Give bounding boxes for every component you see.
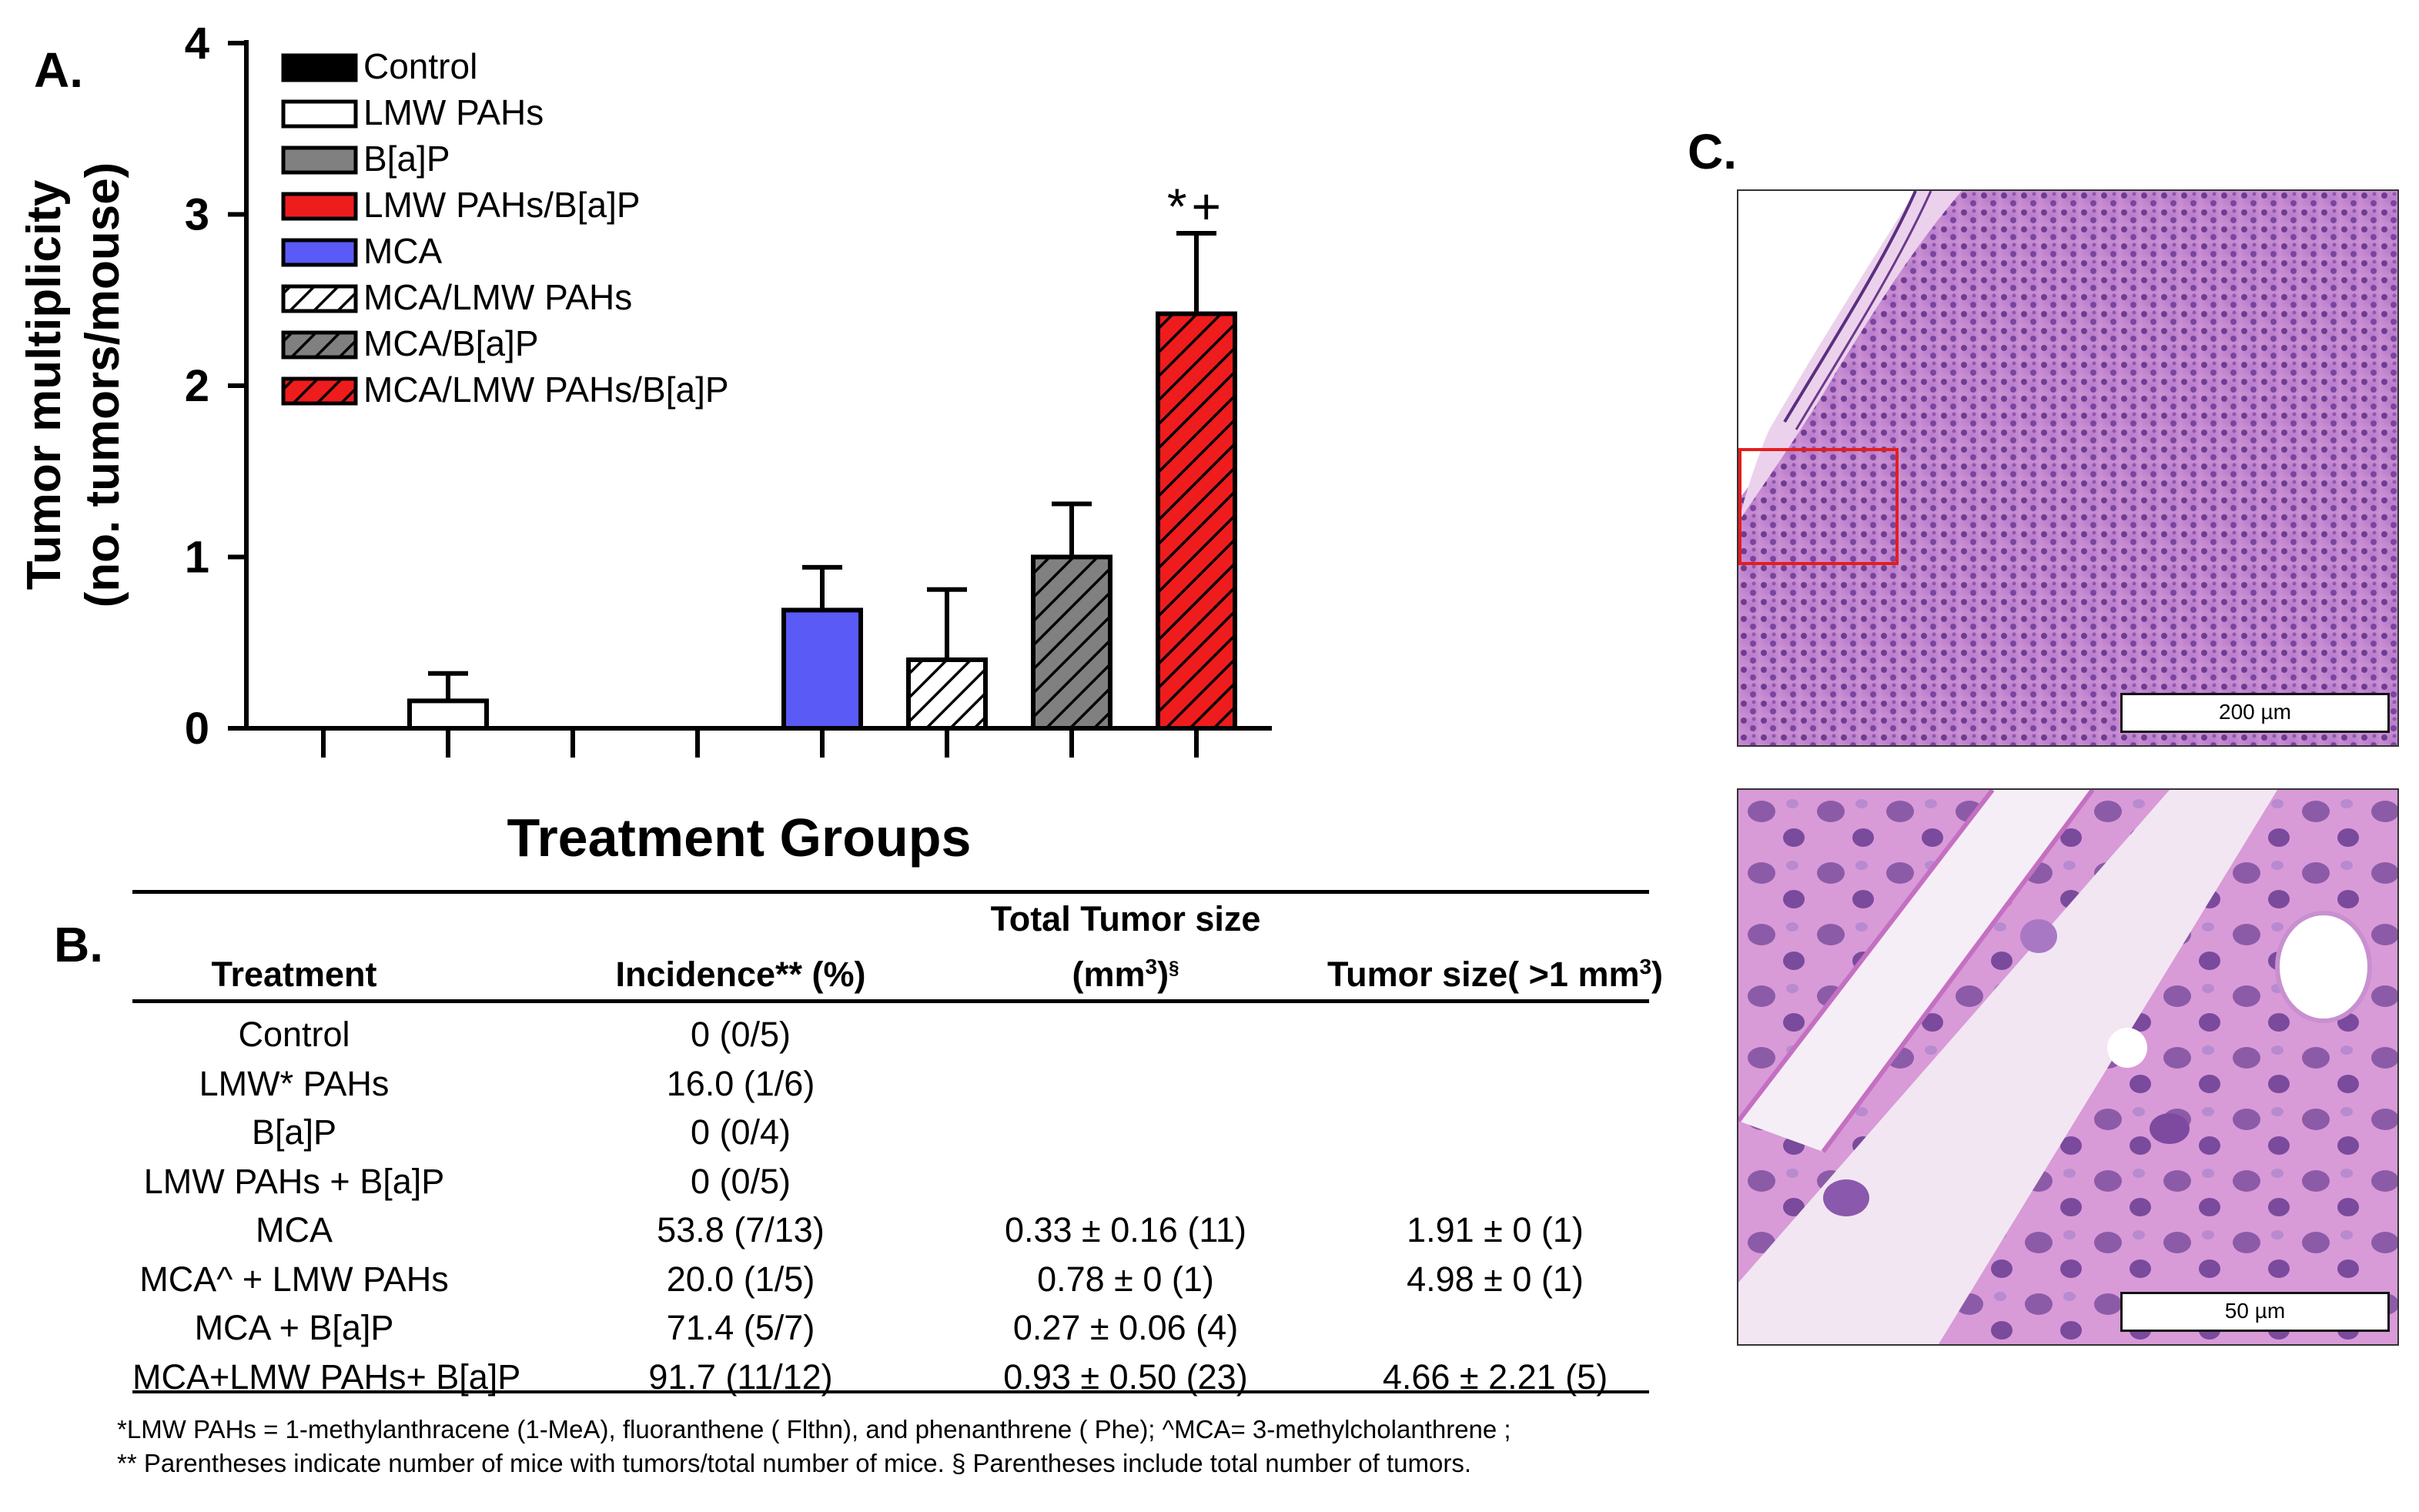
scale-bar-50um: 50 µm [2120, 1292, 2390, 1332]
y-axis-label-line1: Tumor multiplicity [18, 179, 71, 590]
y-tick-label: 4 [185, 18, 209, 69]
scale-bar-200um: 200 µm [2120, 693, 2390, 733]
panel-label-b: B. [54, 917, 103, 972]
bar [906, 657, 988, 731]
table-cell-size: 0.93 ± 0.50 (23) [1003, 1356, 1248, 1397]
table-cell-incidence: 53.8 (7/13) [657, 1210, 825, 1249]
bar [1031, 554, 1112, 731]
header-size-units: (mm3)§ [1072, 955, 1179, 994]
micrograph-high-mag-image [1738, 790, 2397, 1344]
legend-label: LMW PAHs/B[a]P [363, 185, 641, 225]
header-incidence: Incidence** (%) [615, 955, 866, 994]
table-cell-treatment: MCA^ + LMW PAHs [139, 1259, 449, 1299]
y-tick-label: 0 [185, 704, 209, 754]
panel-label-c: C. [1688, 124, 1737, 179]
legend-label: MCA/B[a]P [363, 323, 539, 363]
table-top-rule [132, 890, 1649, 894]
legend-label: Control [363, 46, 477, 86]
bar [407, 698, 489, 731]
legend-swatch [281, 53, 358, 82]
micrograph-high-mag: 50 µm [1737, 788, 2399, 1346]
footnote-2: ** Parentheses indicate number of mice w… [117, 1449, 1472, 1477]
header-treatment: Treatment [211, 955, 377, 994]
significance-annotation: *+ [1167, 178, 1226, 235]
table-cell-large: 1.91 ± 0 (1) [1407, 1210, 1584, 1249]
legend-swatch [281, 376, 358, 406]
table-cell-treatment: LMW PAHs + B[a]P [143, 1161, 445, 1201]
table-bottom-rule [132, 1390, 1649, 1393]
table-cell-treatment: MCA+LMW PAHs+ B[a]P [132, 1356, 521, 1397]
legend-swatch [281, 284, 358, 313]
table-cell-incidence: 16.0 (1/6) [666, 1063, 815, 1103]
table-header-rule [132, 999, 1649, 1003]
table-cell-incidence: 0 (0/5) [690, 1161, 791, 1201]
legend-swatch [281, 192, 358, 221]
header-large-tumor-size: Tumor size( >1 mm3) [1327, 955, 1664, 994]
table-cell-treatment: MCA + B[a]P [194, 1308, 394, 1347]
table-cell-treatment: MCA [256, 1210, 333, 1249]
table-cell-size: 0.78 ± 0 (1) [1037, 1259, 1214, 1299]
legend-label: LMW PAHs [363, 92, 544, 132]
panel-label-a: A. [34, 42, 83, 98]
table-cell-treatment: Control [238, 1015, 350, 1054]
micrograph-low-mag-image [1738, 191, 2397, 745]
table-cell-treatment: B[a]P [251, 1112, 337, 1152]
chart-bars: *+ [407, 178, 1237, 731]
table-cell-incidence: 0 (0/4) [690, 1112, 791, 1152]
bar [781, 607, 863, 731]
table-cell-large: 4.98 ± 0 (1) [1407, 1259, 1584, 1299]
legend-label: MCA/LMW PAHs/B[a]P [363, 370, 729, 410]
y-tick-label: 3 [185, 190, 209, 240]
legend-swatch [281, 330, 358, 360]
table-cell-treatment: LMW* PAHs [199, 1063, 390, 1103]
legend-label: MCA [363, 231, 443, 271]
y-axis-label: Tumor multiplicity (no. tumors/mouse) [15, 38, 169, 731]
table-cell-size: 0.27 ± 0.06 (4) [1012, 1308, 1239, 1347]
table-cell-incidence: 91.7 (11/12) [648, 1356, 833, 1397]
table-cell-incidence: 71.4 (5/7) [666, 1308, 815, 1347]
y-tick-label: 1 [185, 533, 209, 583]
micrograph-low-mag: 200 µm [1737, 189, 2399, 747]
table-cell-incidence: 20.0 (1/5) [666, 1259, 815, 1299]
table-cell-incidence: 0 (0/5) [690, 1015, 791, 1054]
legend-swatch [281, 146, 358, 175]
bar [1156, 311, 1237, 731]
roi-box [1738, 448, 1899, 565]
x-axis-label: Treatment Groups [507, 808, 972, 868]
table-cell-size: 0.33 ± 0.16 (11) [1004, 1210, 1247, 1249]
y-axis-label-line2: (no. tumors/mouse) [76, 162, 129, 608]
legend-label: B[a]P [363, 139, 450, 179]
footnote-1: *LMW PAHs = 1-methylanthracene (1-MeA), … [117, 1415, 1511, 1443]
header-total-tumor-size: Total Tumor size [990, 899, 1261, 938]
table-cell-large: 4.66 ± 2.21 (5) [1382, 1356, 1608, 1397]
chart-legend: Control LMW PAHs B[a]P LMW PAHs/B[a]P MCA MCA… [281, 46, 729, 410]
legend-swatch [281, 238, 358, 267]
legend-label: MCA/LMW PAHs [363, 277, 632, 317]
legend-swatch [281, 99, 358, 129]
y-tick-label: 2 [185, 361, 209, 411]
